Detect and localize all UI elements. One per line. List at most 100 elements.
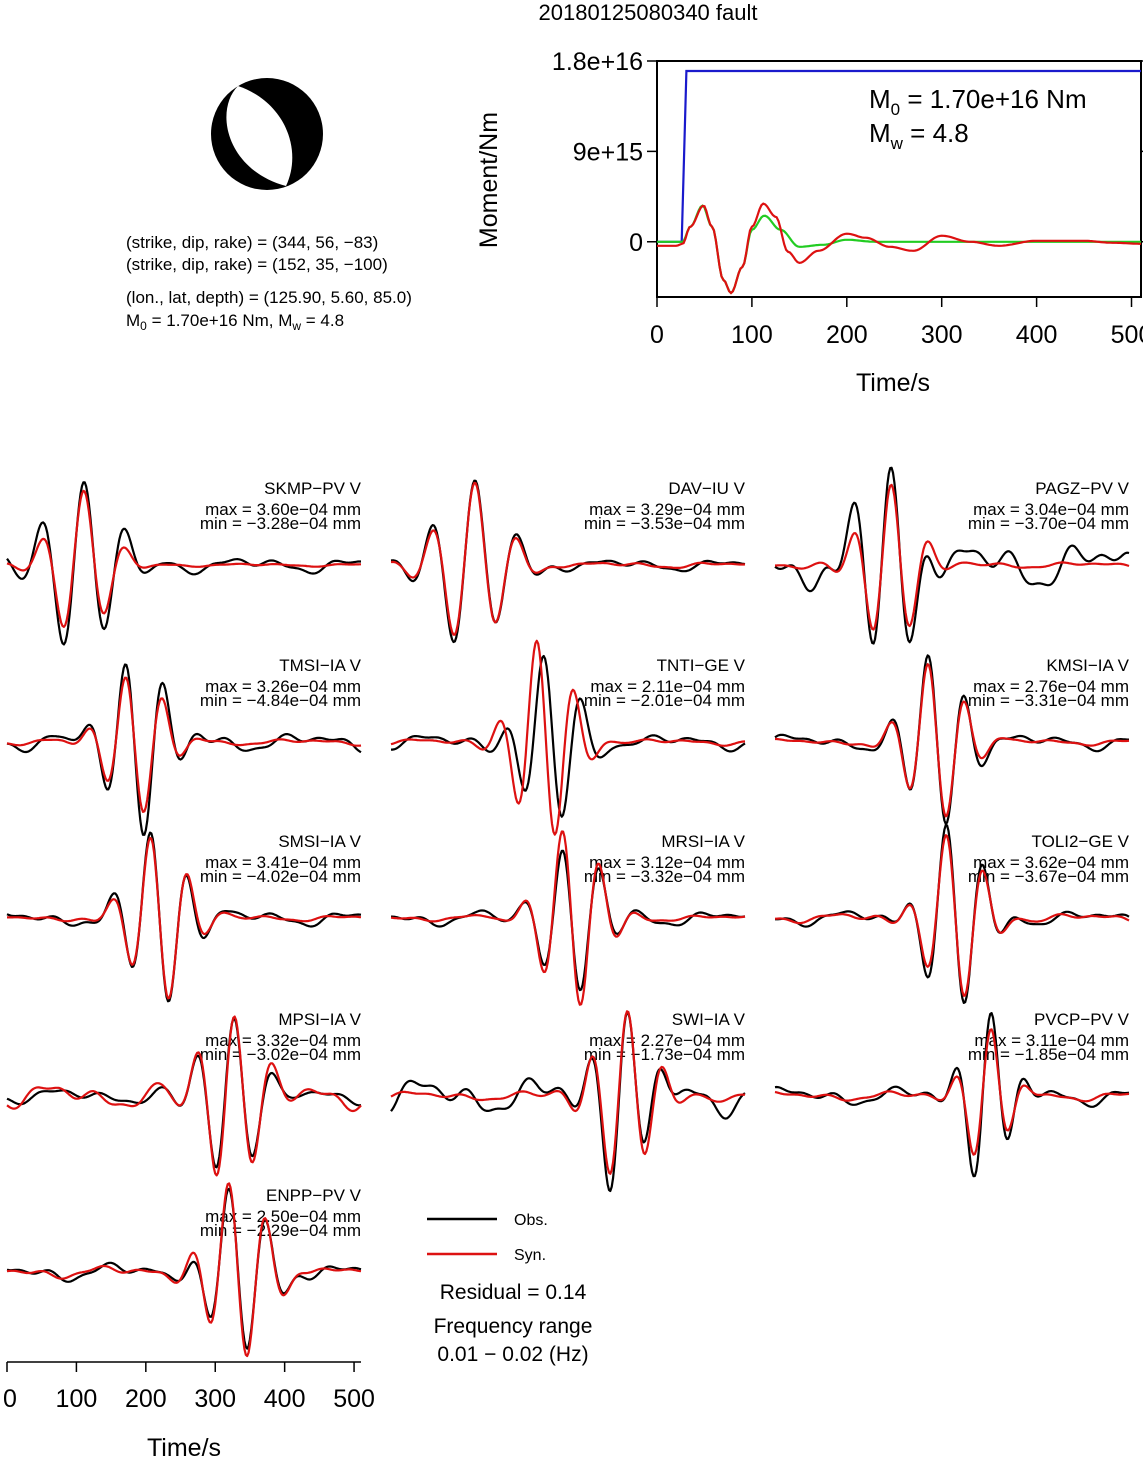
waveform-x-tick-label: 500 <box>333 1385 375 1413</box>
frequency-range-label: Frequency range <box>434 1315 593 1338</box>
station-name: SKMP−PV V <box>264 479 362 498</box>
mechanism-info: (strike, dip, rake) = (344, 56, −83) (st… <box>126 233 412 333</box>
station-min-amplitude: min = −3.70e−04 mm <box>968 514 1129 533</box>
moment-mw-annotation: Mw = 4.8 <box>869 118 969 153</box>
synthetic-trace <box>775 834 1130 997</box>
station-max-amplitude: max = 3.29e−04 mm <box>589 500 745 519</box>
station-name: TMSI−IA V <box>279 656 361 675</box>
synthetic-trace <box>390 639 746 836</box>
synthetic-trace <box>6 1015 362 1177</box>
station-min-amplitude: min = −3.31e−04 mm <box>968 691 1129 710</box>
station-max-amplitude: max = 2.27e−04 mm <box>589 1031 745 1050</box>
moment-x-tick-label: 0 <box>650 321 664 349</box>
station-max-amplitude: max = 3.12e−04 mm <box>589 853 745 872</box>
moment-x-tick-label: 100 <box>731 321 773 349</box>
waveform-x-axis: 0 100 200 300 400 500 <box>3 1361 375 1413</box>
station-min-amplitude: min = −2.01e−04 mm <box>584 691 745 710</box>
station-name: SWI−IA V <box>672 1010 746 1029</box>
station-min-amplitude: min = −2.29e−04 mm <box>200 1221 361 1240</box>
magnitude-line: M0 = 1.70e+16 Nm, Mw = 4.8 <box>126 311 344 333</box>
station-max-amplitude: max = 3.62e−04 mm <box>973 853 1129 872</box>
station-max-amplitude: max = 3.32e−04 mm <box>205 1031 361 1050</box>
station-min-amplitude: min = −3.28e−04 mm <box>200 514 361 533</box>
station-max-amplitude: max = 3.11e−04 mm <box>974 1031 1129 1050</box>
synthetic-trace <box>390 1010 745 1175</box>
synthetic-trace <box>775 483 1130 631</box>
beachball-dilatation <box>226 86 293 186</box>
station-min-amplitude: min = −4.02e−04 mm <box>200 867 361 886</box>
nodal-plane-2: (strike, dip, rake) = (152, 35, −100) <box>126 255 388 274</box>
moment-x-tick-label: 300 <box>921 321 963 349</box>
observed-trace <box>6 481 361 646</box>
station-min-amplitude: min = −3.53e−04 mm <box>584 514 745 533</box>
waveform-x-tick-label: 300 <box>194 1385 236 1413</box>
observed-trace <box>390 1011 746 1193</box>
moment-x-tick-label: 400 <box>1016 321 1058 349</box>
station-max-amplitude: max = 3.41e−04 mm <box>205 853 361 872</box>
frequency-range-value: 0.01 − 0.02 (Hz) <box>437 1343 588 1366</box>
waveform-x-tick-label: 400 <box>264 1385 306 1413</box>
residual-label: Residual = 0.14 <box>440 1281 587 1304</box>
station-name: PAGZ−PV V <box>1035 479 1129 498</box>
station-min-amplitude: min = −1.85e−04 mm <box>968 1045 1129 1064</box>
moment-m0-annotation: M0 = 1.70e+16 Nm <box>869 84 1087 119</box>
station-min-amplitude: min = −3.67e−04 mm <box>968 867 1129 886</box>
observed-trace <box>6 1187 362 1350</box>
moment-x-axis: 0 100 200 300 400 500 <box>650 297 1143 349</box>
waveform-x-tick-label: 0 <box>3 1385 17 1413</box>
observed-trace <box>775 823 1130 1004</box>
station-min-amplitude: min = −3.32e−04 mm <box>584 867 745 886</box>
station-max-amplitude: max = 2.11e−04 mm <box>590 677 745 696</box>
station-min-amplitude: min = −1.73e−04 mm <box>584 1045 745 1064</box>
synthetic-trace <box>6 489 361 628</box>
synthetic-trace <box>390 830 746 1006</box>
moment-plot-frame <box>656 60 1142 298</box>
station-name: PVCP−PV V <box>1034 1010 1130 1029</box>
moment-plot: 0 9e+15 1.8e+16 0 100 200 300 400 500 Time/s Mo… <box>475 48 1143 397</box>
moment-y-tick-label: 1.8e+16 <box>552 48 643 76</box>
synthetic-trace <box>6 676 362 813</box>
waveform-x-tick-label: 100 <box>56 1385 98 1413</box>
station-max-amplitude: max = 2.76e−04 mm <box>973 677 1129 696</box>
waveform-x-label: Time/s <box>147 1434 221 1458</box>
station-name: ENPP−PV V <box>266 1186 362 1205</box>
moment-x-tick-label: 200 <box>826 321 868 349</box>
station-name: DAV−IU V <box>668 479 745 498</box>
station-max-amplitude: max = 3.04e−04 mm <box>973 500 1129 519</box>
synthetic-trace <box>390 481 746 636</box>
synthetic-trace <box>6 1182 362 1358</box>
moment-y-label: Moment/Nm <box>475 112 503 248</box>
station-name: MPSI−IA V <box>278 1010 361 1029</box>
synthetic-trace <box>775 663 1130 818</box>
moment-y-tick-label: 9e+15 <box>573 138 643 166</box>
station-name: TNTI−GE V <box>657 656 746 675</box>
moment-series-line-2 <box>657 202 1141 295</box>
moment-y-tick-label: 0 <box>629 229 643 257</box>
station-name: SMSI−IA V <box>278 832 361 851</box>
station-max-amplitude: max = 3.60e−04 mm <box>205 500 361 519</box>
moment-x-label: Time/s <box>856 369 930 397</box>
figure-title: 20180125080340 fault <box>539 0 758 25</box>
synthetic-trace <box>774 1028 1130 1156</box>
observed-trace <box>390 479 746 644</box>
waveform-x-tick-label: 200 <box>125 1385 167 1413</box>
station-max-amplitude: max = 3.26e−04 mm <box>205 677 361 696</box>
synthetic-trace <box>7 836 362 1000</box>
station-min-amplitude: min = −4.84e−04 mm <box>200 691 361 710</box>
moment-x-tick-label: 500 <box>1111 321 1143 349</box>
nodal-plane-1: (strike, dip, rake) = (344, 56, −83) <box>126 233 378 252</box>
